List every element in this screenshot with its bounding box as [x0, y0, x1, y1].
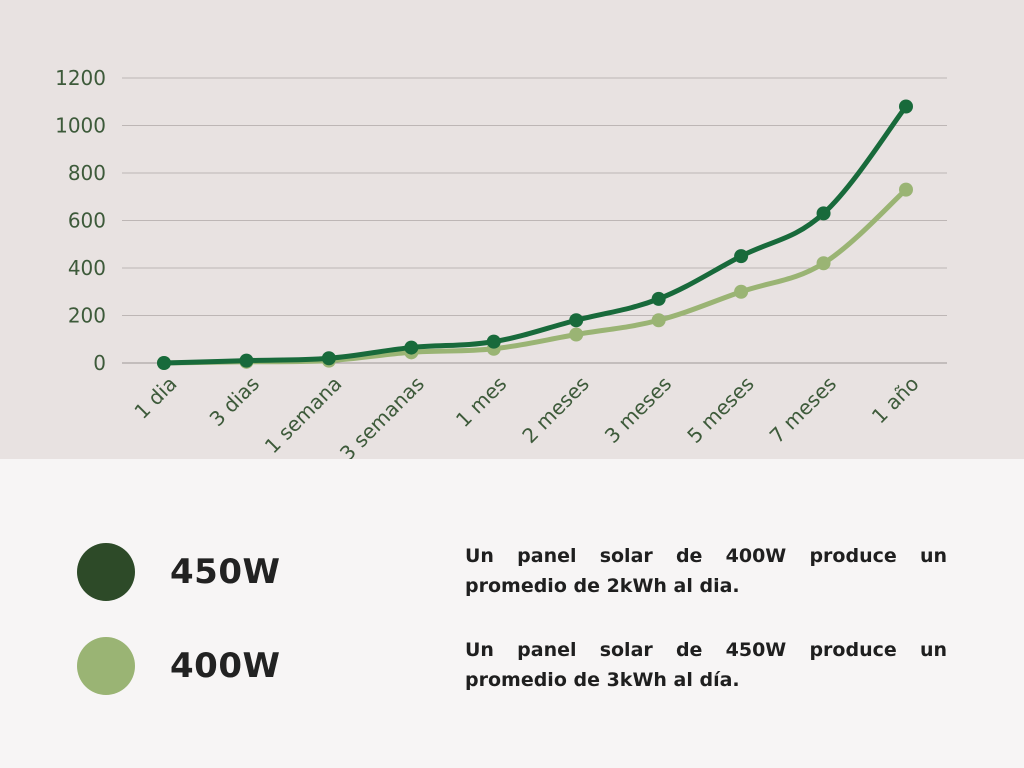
series-line	[161, 104, 909, 366]
data-point	[899, 182, 913, 197]
legend-label: 450W	[170, 552, 281, 592]
series-450w	[157, 99, 913, 370]
chart-panel: 0 200 400 600 800 1000 1200 1 dia 3 dias 1 seman…	[0, 0, 1024, 459]
series-line	[161, 187, 909, 366]
data-point	[816, 256, 831, 271]
series-layer	[157, 99, 913, 370]
x-tick-label: 3 meses	[600, 372, 676, 448]
x-tick-label: 1 año	[867, 372, 924, 429]
y-axis-ticks: 0 200 400 600 800 1000 1200	[55, 66, 106, 375]
data-point	[569, 313, 584, 328]
x-tick-label: 1 dia	[129, 372, 181, 424]
legend-dot-icon	[77, 543, 135, 601]
data-point	[569, 327, 584, 342]
data-point	[404, 340, 419, 355]
x-tick-label: 3 dias	[205, 372, 264, 431]
data-point	[486, 334, 501, 349]
data-point	[321, 351, 336, 366]
series-400w	[157, 182, 913, 370]
x-tick-label: 2 meses	[517, 372, 593, 448]
y-tick-label: 200	[68, 304, 106, 328]
y-tick-label: 400	[68, 256, 106, 280]
x-tick-label: 1 mes	[451, 372, 511, 432]
note-400w: Un panel solar de 400W produce un promed…	[465, 545, 947, 597]
legend-item-400w: 400W	[77, 637, 280, 695]
gridlines	[122, 77, 947, 364]
data-point	[734, 284, 749, 299]
data-point	[816, 206, 831, 221]
y-tick-label: 600	[68, 209, 106, 233]
x-tick-label: 3 semanas	[335, 372, 429, 459]
data-point	[651, 291, 666, 306]
data-point	[734, 249, 749, 264]
x-tick-label: 7 meses	[765, 372, 841, 448]
y-tick-label: 800	[68, 161, 106, 185]
y-tick-label: 1000	[55, 114, 106, 138]
y-tick-label: 1200	[55, 66, 106, 90]
data-point	[899, 99, 913, 114]
data-point	[157, 356, 171, 370]
note-450w: Un panel solar de 450W produce un promed…	[465, 639, 947, 691]
x-tick-label: 1 semana	[260, 372, 347, 459]
legend-dot-icon	[77, 637, 135, 695]
legend-label: 400W	[170, 646, 281, 686]
legend-item-450w: 450W	[77, 543, 280, 601]
y-tick-label: 0	[93, 351, 106, 375]
legend-and-notes: 450W 400W Un panel solar de 400W produce…	[0, 459, 1024, 768]
x-tick-label: 5 meses	[682, 372, 758, 448]
data-point	[239, 353, 254, 368]
data-point	[651, 313, 666, 328]
